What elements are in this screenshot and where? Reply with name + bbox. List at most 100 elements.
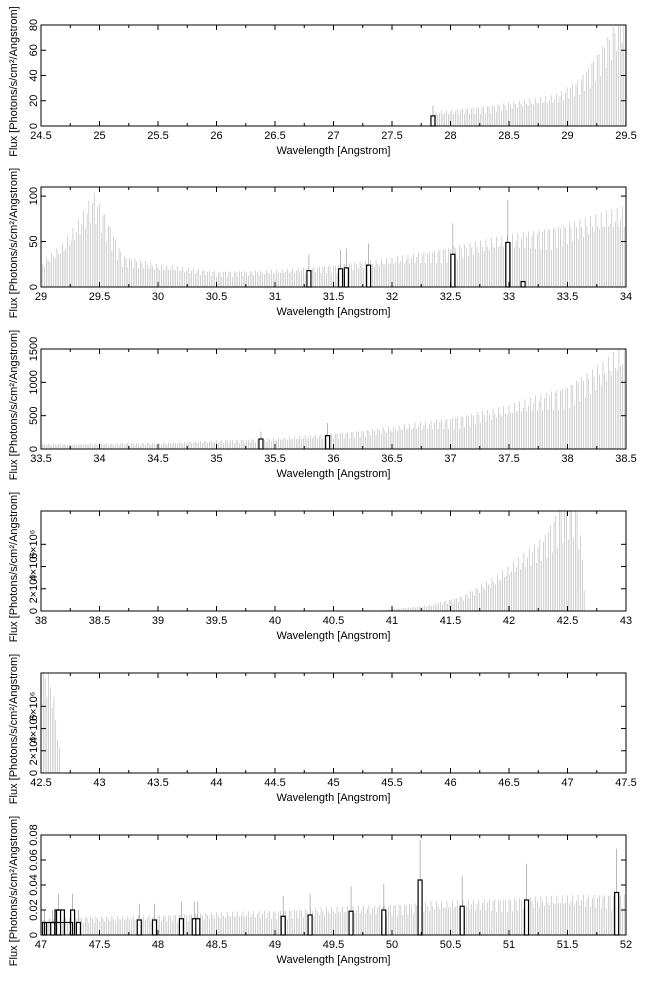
y-tick-label: 0 [28,284,40,290]
y-tick-label: 50 [28,235,40,247]
x-tick-label: 51.5 [557,939,578,951]
x-tick-label: 26 [210,130,222,142]
continuum-lines [433,25,626,126]
x-tick-label: 29 [35,291,47,303]
line-flux-bar [417,879,423,936]
continuum-lines [40,349,627,449]
emission-line [258,431,264,450]
y-tick-label: 500 [28,406,40,424]
y-tick-label: 4×10⁶ [28,714,40,743]
y-axis-title: Flux [Photons/s/cm²/Angstrom] [8,492,20,642]
x-tick-label: 38 [35,615,47,627]
continuum-lines [43,673,60,773]
plot-frame [40,672,627,774]
emission-line [75,910,82,936]
emission-line [136,903,142,936]
x-tick-label: 27.5 [381,130,402,142]
x-tick-label: 44 [210,777,222,789]
y-tick-label: 6×10⁶ [28,530,40,559]
y-tick-label: 20 [28,95,40,107]
x-tick-label: 43.5 [147,777,168,789]
y-tick-label: 4×10⁶ [28,552,40,581]
y-tick-label: 100 [28,187,40,205]
line-flux-bar [178,918,184,936]
spectrum-panel-3: 33.5 34 34.5 35 35.5 36 36.5 37 37.5 38 38.5 0 500 10… [8,330,637,480]
y-tick-label: 0 [28,770,40,776]
x-tick-label: 47 [561,777,573,789]
x-tick-label: 28 [444,130,456,142]
spectrum-panel-6: 47 47.5 48 48.5 49 49.5 50 50.5 51 51.5 52 0 0.02 0.0… [8,816,632,966]
x-tick-label: 38.5 [89,615,110,627]
y-axis-title: Flux [Photons/s/cm²/Angstrom] [8,816,20,966]
x-axis-title: Wavelength [Angstrom] [277,145,391,157]
plot-frame [40,348,627,450]
x-tick-label: 32 [386,291,398,303]
y-tick-label: 60 [28,44,40,56]
x-axis-title: Wavelength [Angstrom] [277,630,391,642]
x-tick-label: 42 [503,615,515,627]
x-tick-label: 36 [327,453,339,465]
x-tick-label: 30 [152,291,164,303]
y-axis-title: Flux [Photons/s/cm²/Angstrom] [8,6,20,156]
x-tick-label: 40.5 [323,615,344,627]
x-tick-label: 48.5 [206,939,227,951]
line-flux-bar [195,918,201,936]
x-tick-label: 41 [386,615,398,627]
emission-line [505,199,511,288]
line-flux-bar [520,280,526,288]
line-flux-bar [136,919,142,936]
x-tick-label: 25.5 [147,130,168,142]
x-tick-label: 50 [386,939,398,951]
x-tick-label: 50.5 [440,939,461,951]
line-flux-bar [505,241,511,288]
x-tick-label: 49 [269,939,281,951]
x-tick-label: 40 [269,615,281,627]
y-tick-label: 0 [28,123,40,129]
x-tick-label: 41.5 [440,615,461,627]
y-axis-title: Flux [Photons/s/cm²/Angstrom] [8,654,20,804]
emission-line [343,248,349,288]
emission-line [614,848,620,936]
y-tick-label: 2×10⁶ [28,574,40,603]
y-tick-label: 2×10⁶ [28,736,40,765]
x-tick-label: 35.5 [264,453,285,465]
x-axis-title: Wavelength [Angstrom] [277,792,391,804]
x-tick-label: 26.5 [264,130,285,142]
x-tick-label: 38 [561,453,573,465]
line-flux-bar [75,921,82,936]
x-tick-label: 29 [561,130,573,142]
y-tick-label: 0.02 [28,899,40,920]
x-tick-label: 35 [210,453,222,465]
y-tick-label: 0.04 [28,874,40,895]
emission-line [520,280,526,288]
emission-line [459,876,465,936]
x-tick-label: 39 [152,615,164,627]
line-flux-bar [366,264,372,288]
emission-line [325,423,331,450]
x-tick-label: 49.5 [323,939,344,951]
x-tick-label: 42.5 [557,615,578,627]
y-tick-label: 0.06 [28,849,40,870]
x-tick-label: 29.5 [615,130,636,142]
x-tick-label: 46 [444,777,456,789]
spectrum-panel-5: 42.5 43 43.5 44 44.5 45 45.5 46 46.5 47 47.5 0 2×10⁶… [8,654,637,804]
continuum-lines [379,511,585,611]
x-tick-label: 24.5 [30,130,51,142]
y-tick-label: 0 [28,608,40,614]
y-tick-label: 0 [28,446,40,452]
line-flux-bar [151,919,158,936]
x-tick-label: 34.5 [147,453,168,465]
x-tick-label: 51 [503,939,515,951]
emission-line [178,901,184,936]
x-tick-label: 37 [444,453,456,465]
x-tick-label: 34 [620,291,632,303]
emission-line [366,243,372,288]
x-tick-label: 44.5 [264,777,285,789]
x-tick-label: 29.5 [89,291,110,303]
emission-line [450,223,456,288]
line-flux-bar [614,891,620,936]
x-tick-label: 45.5 [381,777,402,789]
x-tick-label: 36.5 [381,453,402,465]
line-flux-bar [258,438,264,450]
line-flux-bar [348,910,354,936]
